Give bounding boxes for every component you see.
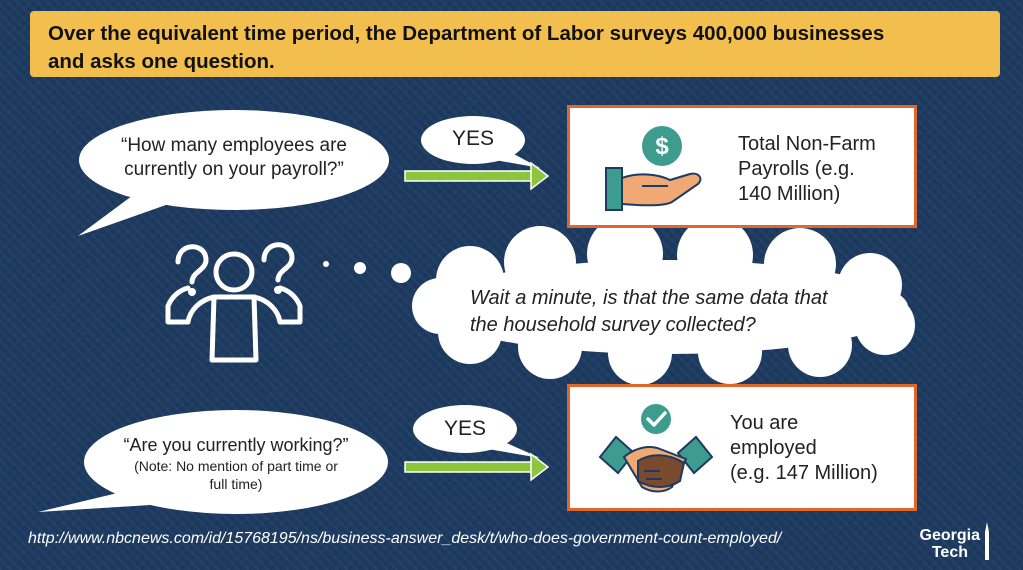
result-2-line-3: (e.g. 147 Million) [730,462,878,484]
confused-person-icon [165,242,303,363]
question-2-line-1: “Are you currently working?” [123,435,349,455]
arrow-1 [404,161,550,191]
answer-yes-2: YES [443,417,487,440]
header-line-2: and asks one question. [48,50,275,73]
yes-bubble-2 [413,405,540,458]
thought-dots [323,261,411,283]
arrow-2 [404,452,550,482]
result-1-text: Total Non-Farm Payrolls (e.g. 140 Millio… [738,132,876,207]
handshake-check-icon [598,404,714,493]
question-1-line-1: “How many employees are [121,135,347,156]
georgia-tech-logo: Georgia Tech [900,527,980,561]
question-2-note-1: (Note: No mention of part time or [134,458,338,474]
tower-icon [985,522,989,560]
question-2-text: “Are you currently working?” (Note: No m… [96,434,376,493]
question-1-line-2: currently on your payroll?” [124,159,344,180]
thought-line-1: Wait a minute, is that the same data tha… [470,287,828,309]
result-2-line-2: employed [730,437,817,459]
result-2-text: You are employed (e.g. 147 Million) [730,411,878,486]
result-box-1: $ Total Non-Farm Payrolls (e.g. 140 Mill… [567,105,917,228]
thought-cloud [412,216,915,385]
question-2-note-2: full time) [209,476,263,492]
thought-text: Wait a minute, is that the same data tha… [470,285,870,339]
speech-bubble-2 [38,410,388,514]
speech-bubble-1 [78,110,389,236]
hand-dollar-icon: $ [605,126,702,211]
question-dot-right [274,286,282,294]
source-url[interactable]: http://www.nbcnews.com/id/15768195/ns/bu… [28,530,782,547]
logo-line-2: Tech [931,544,968,561]
thought-line-2: the household survey collected? [470,314,756,336]
header-banner: Over the equivalent time period, the Dep… [30,11,1000,77]
question-1-text: “How many employees are currently on you… [84,134,384,182]
result-1-line-3: 140 Million) [738,183,841,205]
result-2-line-1: You are [730,412,799,434]
header-line-1: Over the equivalent time period, the Dep… [48,22,885,45]
result-box-2: You are employed (e.g. 147 Million) [567,384,917,511]
question-dot-left [188,288,196,296]
answer-yes-1: YES [451,127,495,150]
result-1-line-1: Total Non-Farm [738,133,876,155]
logo-line-1: Georgia [919,527,980,544]
result-1-line-2: Payrolls (e.g. [738,158,855,180]
svg-text:$: $ [655,133,669,160]
yes-bubble-1 [421,116,540,168]
